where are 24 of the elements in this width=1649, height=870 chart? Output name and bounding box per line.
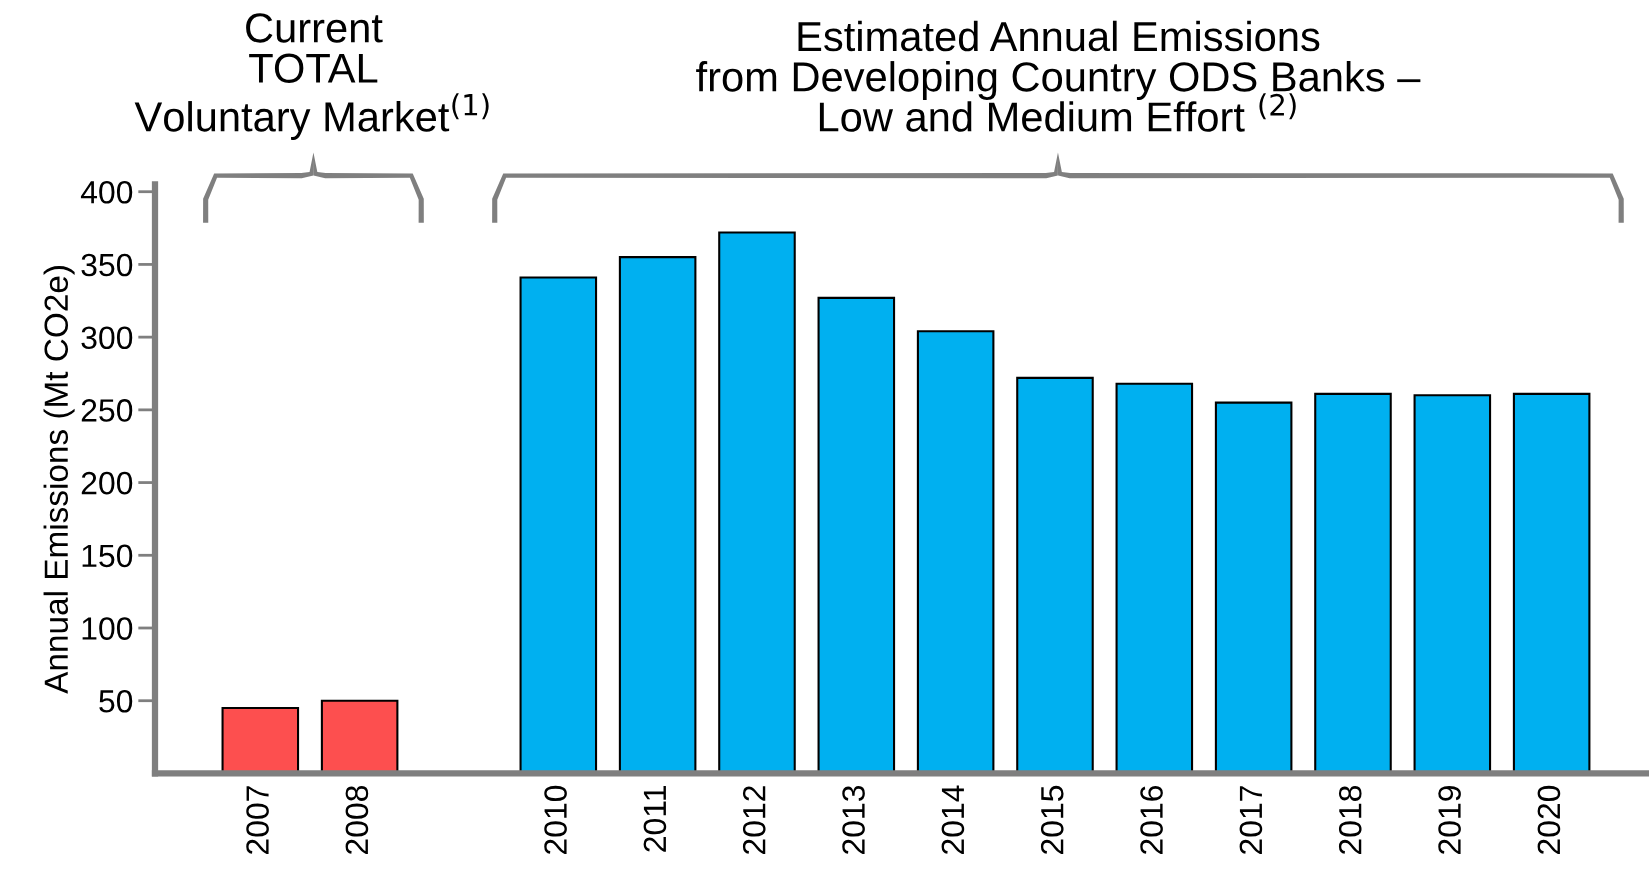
- y-tick-label: 300: [81, 326, 133, 350]
- y-tick-label: 150: [82, 544, 133, 568]
- x-tick-label: 2017: [1239, 786, 1263, 854]
- x-tick-label: 2015: [1040, 785, 1064, 854]
- x-tick-label: 2018: [1338, 785, 1362, 854]
- x-tick-label: 2013: [842, 785, 865, 854]
- x-tick-label: 2016: [1140, 785, 1163, 854]
- y-tick-label: 350: [81, 253, 133, 277]
- y-tick-label: 100: [82, 617, 133, 640]
- x-tick-label: 2011: [643, 786, 667, 852]
- text: Current TOTAL Voluntary Market$^{(1)}$: [134, 13, 489, 140]
- x-tick-label: 2012: [742, 786, 766, 854]
- y-tick-label: 50: [99, 689, 133, 713]
- x-tick-label: 2010: [544, 785, 567, 854]
- x-tick-label: 2019: [1438, 786, 1461, 854]
- x-tick-label: 2008: [345, 785, 369, 854]
- text: Estimated Annual Emissions from Developing Country ODS Banks – Low and Medium Effort $^{(2)}$: [696, 20, 1421, 132]
- y-axis-title: Annual Emissions (Mt CO2e): [43, 266, 75, 694]
- x-tick-label: 2014: [941, 785, 965, 854]
- x-tick-label: 2020: [1537, 785, 1561, 854]
- y-tick-label: 400: [80, 180, 133, 204]
- y-tick-label: 200: [81, 471, 133, 495]
- y-tick-label: 250: [81, 399, 133, 422]
- x-tick-label: 2007: [246, 786, 269, 854]
